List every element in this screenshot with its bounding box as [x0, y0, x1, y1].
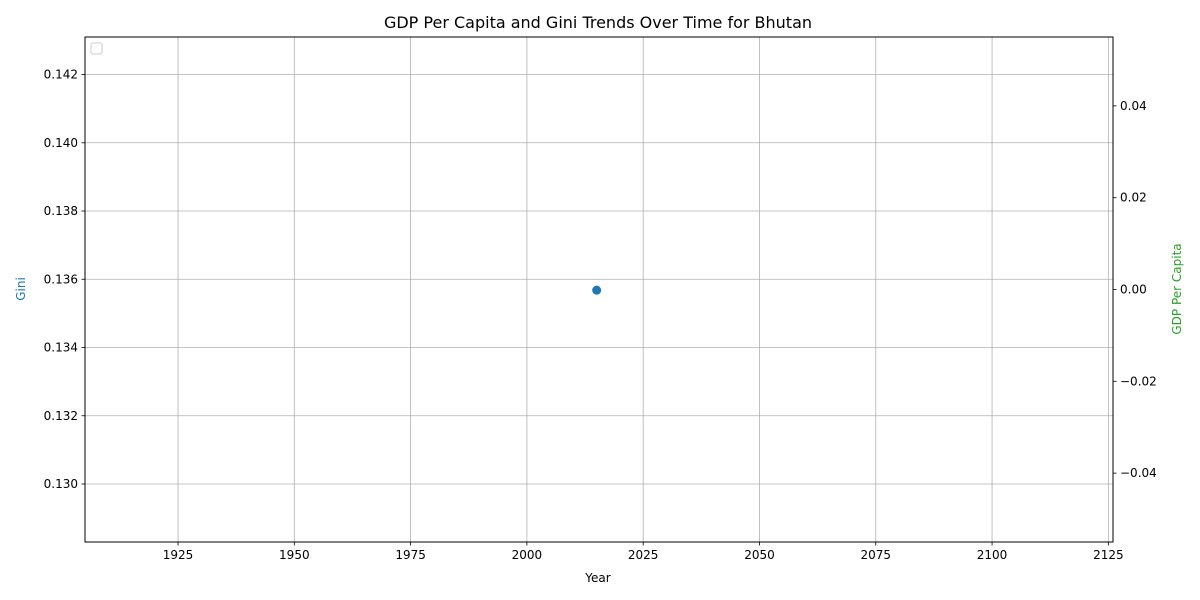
x-axis-title: Year: [584, 571, 610, 585]
plot-area-frame: [84, 36, 1114, 543]
x-tick-label: 1950: [279, 548, 310, 562]
chart-title: GDP Per Capita and Gini Trends Over Time…: [384, 13, 812, 32]
x-tick-label: 2000: [512, 548, 543, 562]
x-tick-label: 1975: [395, 548, 426, 562]
x-tick-label: 2100: [977, 548, 1008, 562]
y-right-tick-label: 0.02: [1120, 191, 1147, 205]
x-tick-label: 2050: [744, 548, 775, 562]
x-tick-label: 2025: [628, 548, 659, 562]
axis-ticks: 1925 1950 1975 2000 2025 2050 2075 2100 2125 0.13…: [44, 68, 1157, 562]
y-left-tick-label: 0.136: [44, 272, 78, 286]
grid: [85, 37, 1113, 542]
data-points: [592, 285, 602, 295]
data-point: [592, 285, 602, 295]
legend-box: [90, 42, 103, 55]
y-left-tick-label: 0.132: [44, 409, 78, 423]
y-left-tick-label: 0.142: [44, 68, 78, 82]
y-left-tick-label: 0.138: [44, 204, 78, 218]
y-left-tick-label: 0.140: [44, 136, 78, 150]
y-left-tick-label: 0.130: [44, 477, 78, 491]
y-right-tick-label: −0.02: [1120, 374, 1157, 388]
y-right-tick-label: 0.00: [1120, 283, 1147, 297]
y-left-tick-label: 0.134: [44, 341, 78, 355]
y-right-tick-label: −0.04: [1120, 466, 1157, 480]
x-tick-label: 2075: [860, 548, 891, 562]
y-axis-right-title: GDP Per Capita: [1170, 243, 1184, 334]
x-tick-label: 1925: [163, 548, 194, 562]
y-right-tick-label: 0.04: [1120, 99, 1147, 113]
y-axis-left-title: Gini: [14, 277, 28, 301]
x-tick-label: 2125: [1093, 548, 1124, 562]
